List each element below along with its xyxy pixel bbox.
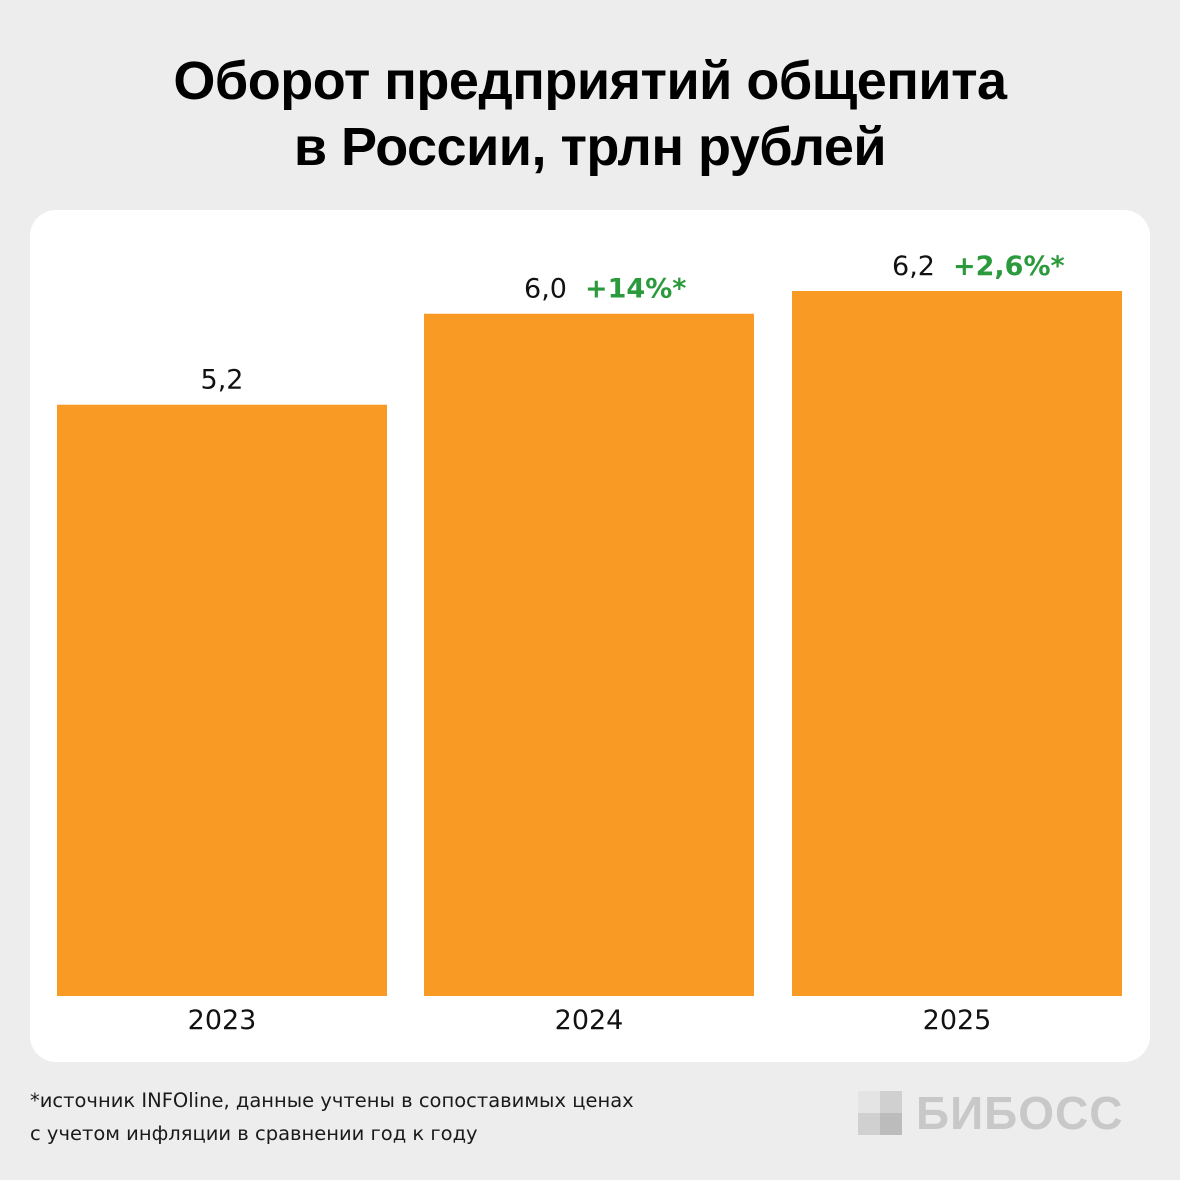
footnote-line-2: с учетом инфляции в сравнении год к году [30, 1122, 478, 1145]
bar-2025 [792, 291, 1122, 996]
bar-2023 [57, 404, 387, 996]
chart-title: Оборот предприятий общепита в России, тр… [0, 48, 1180, 180]
value-label-2024: 6,0 [524, 274, 567, 305]
change-label-2024: +14%* [585, 274, 686, 305]
value-label-2023: 5,2 [201, 365, 244, 396]
chart-title-line-2: в России, трлн рублей [293, 117, 887, 177]
chart-title-line-1: Оборот предприятий общепита [173, 51, 1007, 111]
x-tick-label-2023: 2023 [188, 1005, 257, 1036]
bibos-square-logo-icon [858, 1091, 902, 1135]
bar-2024 [424, 313, 754, 996]
footnote-line-1: *источник INFOline, данные учтены в сопо… [30, 1089, 634, 1112]
footnote: *источник INFOline, данные учтены в сопо… [30, 1084, 790, 1150]
brand-logo: БИБОСС [858, 1087, 1150, 1139]
x-tick-label-2024: 2024 [555, 1005, 624, 1036]
x-tick-label-2025: 2025 [923, 1005, 992, 1036]
logo-text: БИБОСС [916, 1087, 1124, 1139]
value-label-2025: 6,2 [892, 251, 935, 282]
change-label-2025: +2,6%* [953, 251, 1065, 282]
